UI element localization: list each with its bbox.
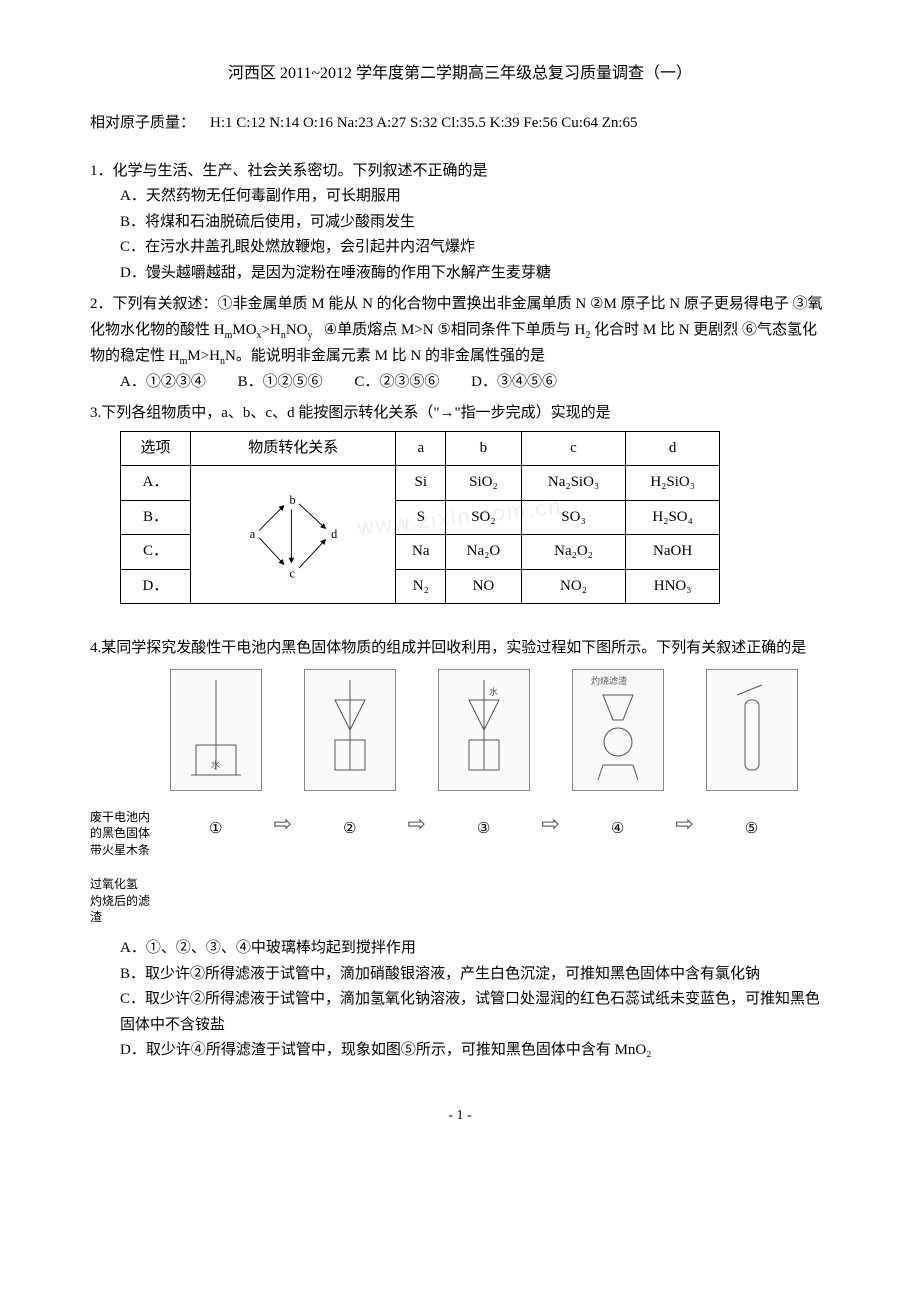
q4-panel-1-num: ①: [209, 821, 222, 837]
apparatus-icon: [304, 669, 396, 791]
q4-panel-4-num: ④: [611, 821, 624, 837]
q3-row-d-a: N₂: [396, 569, 446, 604]
q4-stem: 4.某同学探究发酸性干电池内黑色固体物质的组成并回收利用，实验过程如下图所示。下…: [90, 636, 830, 662]
q3-row-b-c: SO₃: [521, 500, 626, 535]
q2-stem-part-d: N。能说明非金属元素 M 比 N 的非金属性强的是: [225, 348, 545, 364]
q4-option-b: B．取少许②所得滤液于试管中，滴加硝酸银溶液，产生白色沉淀，可推知黑色固体中含有…: [90, 962, 830, 988]
q3-th-a: a: [396, 431, 446, 466]
q2-option-d: D．③④⑤⑥: [471, 370, 557, 396]
apparatus-icon: 水: [170, 669, 262, 791]
q4-left-label-2: 的黑色固体: [90, 826, 150, 840]
question-2: 2．下列有关叙述：①非金属单质 M 能从 N 的化合物中置换出非金属单质 N ②…: [90, 292, 830, 395]
question-3: 3.下列各组物质中，a、b、c、d 能按图示转化关系（"→"指一步完成）实现的是…: [90, 401, 830, 604]
q3-relation-diagram: a b c d: [190, 466, 396, 604]
q4-right-labels: 带火星木条 过氧化氢 灼烧后的滤渣: [90, 842, 160, 926]
q3-row-d-c: NO₂: [521, 569, 626, 604]
q4-left-label-1: 废干电池内: [90, 810, 150, 824]
q1-option-d: D．馒头越嚼越甜，是因为淀粉在唾液酶的作用下水解产生麦芽糖: [90, 261, 830, 287]
q3-row-d-d: HNO₃: [626, 569, 720, 604]
apparatus-icon: 水: [438, 669, 530, 791]
arrow-icon: ⇨: [407, 805, 425, 842]
q4-diagram-row: 废干电池内 的黑色固体 水 ① ⇨: [90, 669, 830, 926]
q4-left-labels: 废干电池内 的黑色固体: [90, 809, 160, 843]
q3-th-opt: 选项: [121, 431, 191, 466]
svg-text:d: d: [331, 527, 337, 541]
q3-row-d-b: NO: [446, 569, 522, 604]
q3-th-b: b: [446, 431, 522, 466]
q3-row-a-d: H₂SiO₃: [626, 466, 720, 501]
q2-stem-part-b: ④单质熔点 M>N ⑤相同条件下单质与 H: [324, 322, 586, 338]
q4-panel-3: 水 ③: [438, 669, 530, 842]
q2-options: A．①②③④ B．①②⑤⑥ C．②③⑤⑥ D．③④⑤⑥: [90, 370, 830, 396]
q3-row-b-b: SO₂: [446, 500, 522, 535]
q4-panel-5: ⑤: [706, 669, 798, 842]
q4-panel-4: 灼烧滤渣 ④: [572, 669, 664, 842]
q4-panel-3-num: ③: [477, 821, 490, 837]
q4-panel-5-num: ⑤: [745, 821, 758, 837]
exam-title: 河西区 2011~2012 学年度第二学期高三年级总复习质量调查（一）: [90, 60, 830, 87]
q3-row-c-d: NaOH: [626, 535, 720, 570]
q3-row-c-c: Na₂O₂: [521, 535, 626, 570]
q1-option-b: B．将煤和石油脱硫后使用，可减少酸雨发生: [90, 210, 830, 236]
page-number: - 1 -: [90, 1104, 830, 1128]
q4-top-label: 灼烧滤渣: [591, 675, 627, 686]
svg-text:水: 水: [489, 686, 498, 697]
svg-text:a: a: [250, 527, 256, 541]
q3-th-d: d: [626, 431, 720, 466]
arrow-icon: ⇨: [541, 805, 559, 842]
question-4: 4.某同学探究发酸性干电池内黑色固体物质的组成并回收利用，实验过程如下图所示。下…: [90, 636, 830, 1064]
q1-option-a: A．天然药物无任何毒副作用，可长期服用: [90, 184, 830, 210]
q4-option-c: C．取少许②所得滤液于试管中，滴加氢氧化钠溶液，试管口处湿润的红色石蕊试纸未变蓝…: [90, 987, 830, 1038]
q1-stem: 1．化学与生活、生产、社会关系密切。下列叙述不正确的是: [90, 159, 830, 185]
q3-row-a-c: Na₂SiO₃: [521, 466, 626, 501]
svg-text:水: 水: [211, 759, 220, 770]
q4-option-d: D．取少许④所得滤渣于试管中，现象如图⑤所示，可推知黑色固体中含有 MnO₂: [90, 1038, 830, 1064]
q3-row-c-a: Na: [396, 535, 446, 570]
apparatus-icon: 灼烧滤渣: [572, 669, 664, 791]
q4-panel-2: ②: [304, 669, 396, 842]
svg-text:b: b: [289, 492, 295, 506]
q2-option-c: C．②③⑤⑥: [354, 370, 439, 396]
q3-th-rel: 物质转化关系: [190, 431, 396, 466]
q3-stem: 3.下列各组物质中，a、b、c、d 能按图示转化关系（"→"指一步完成）实现的是: [90, 401, 830, 427]
q3-row-c-opt: C．: [121, 535, 191, 570]
q1-option-c: C．在污水井盖孔眼处燃放鞭炮，会引起井内沼气爆炸: [90, 235, 830, 261]
q3-row-b-opt: B．: [121, 500, 191, 535]
q3-row-a-b: SiO₂: [446, 466, 522, 501]
q3-row-d-opt: D．: [121, 569, 191, 604]
q3-row-a-a: Si: [396, 466, 446, 501]
atomic-mass-block: 相对原子质量： H:1 C:12 N:14 O:16 Na:23 A:27 S:…: [90, 111, 830, 137]
q3-table: 选项 物质转化关系 a b c d A． a: [120, 431, 720, 605]
q3-th-c: c: [521, 431, 626, 466]
q4-right-label-3: 灼烧后的滤渣: [90, 894, 150, 925]
q4-panel-2-num: ②: [343, 821, 356, 837]
arrow-icon: ⇨: [675, 805, 693, 842]
q3-row-a-opt: A．: [121, 466, 191, 501]
svg-text:c: c: [289, 566, 295, 580]
q3-row-b-a: S: [396, 500, 446, 535]
q2-option-a: A．①②③④: [120, 370, 206, 396]
q2-stem: 2．下列有关叙述：①非金属单质 M 能从 N 的化合物中置换出非金属单质 N ②…: [90, 292, 830, 370]
q4-option-a: A．①、②、③、④中玻璃棒均起到搅拌作用: [90, 936, 830, 962]
apparatus-icon: [706, 669, 798, 791]
arrow-icon: ⇨: [274, 805, 292, 842]
q4-right-label-2: 过氧化氢: [90, 877, 138, 891]
q3-row-c-b: Na₂O: [446, 535, 522, 570]
q4-right-label-1: 带火星木条: [90, 843, 150, 857]
question-1: 1．化学与生活、生产、社会关系密切。下列叙述不正确的是 A．天然药物无任何毒副作…: [90, 159, 830, 287]
q2-option-b: B．①②⑤⑥: [238, 370, 323, 396]
atomic-mass-label: 相对原子质量：: [90, 115, 195, 131]
q4-panel-1: 水 ①: [170, 669, 262, 842]
q3-row-b-d: H₂SO₄: [626, 500, 720, 535]
atomic-mass-values: H:1 C:12 N:14 O:16 Na:23 A:27 S:32 Cl:35…: [210, 115, 638, 131]
